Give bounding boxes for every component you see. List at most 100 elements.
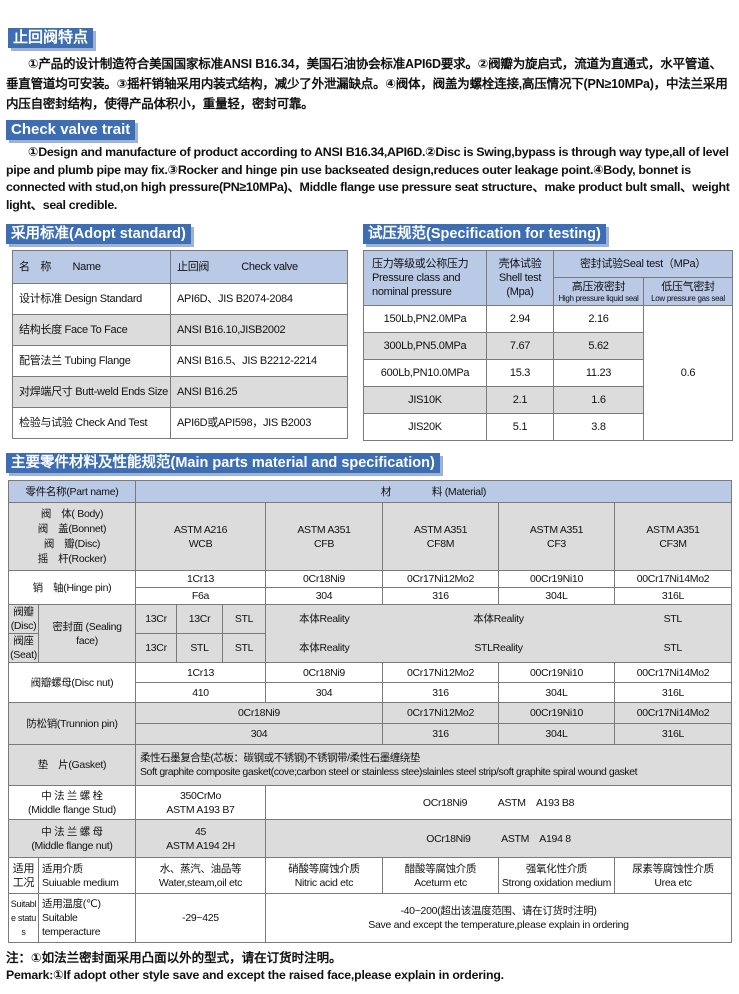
section-title-standard: 采用标准(Adopt standard) (6, 224, 191, 244)
disc-nut-material: 0Cr17Ni12Mo2 (382, 662, 499, 683)
body-material: ASTM A351 CF8M (382, 502, 499, 571)
pressure-class: JIS20K (363, 413, 487, 441)
testing-table: 压力等级或公称压力 Pressure class and nominal pre… (363, 250, 733, 441)
medium-value: 尿素等腐蚀性介质 Urea etc (613, 857, 733, 894)
shell-test: 15.3 (486, 359, 554, 387)
trunnion-material: 0Cr18Ni9 (135, 702, 383, 724)
hinge-material: 00Cr19Ni10 (498, 570, 615, 588)
medium-value: 醋酸等腐蚀介质 Aceturm etc (382, 857, 499, 894)
medium-value: 水、蒸汽、油品等 Water,steam,oil etc (135, 857, 266, 894)
temperature-value-a: -29~425 (135, 893, 266, 943)
trunnion-grade: 304 (135, 723, 383, 745)
std-name: 配管法兰 Tubing Flange (12, 345, 171, 377)
high-seal: 5.62 (553, 332, 644, 360)
trunnion-material: 00Cr19Ni10 (498, 702, 615, 724)
trunnion-material: 0Cr17Ni12Mo2 (382, 702, 499, 724)
hinge-grade: 316L (613, 587, 733, 605)
stud-material-b: OCr18Ni9 ASTM A193 B8 (264, 785, 733, 820)
header-check-valve: 止回阀 Check valve (170, 250, 348, 284)
body-material: ASTM A216 WCB (135, 502, 266, 571)
hinge-grade: 304 (265, 587, 383, 605)
high-seal: 2.16 (553, 305, 644, 333)
nut-material-a: 45 ASTM A194 2H (135, 819, 266, 858)
temperature-label: 适用温度(℃) Suitable temperacture (38, 893, 136, 943)
medium-label: 适用介质 Suiuable medium (38, 857, 136, 894)
hinge-pin-label: 销 轴(Hinge pin) (8, 570, 136, 605)
header-part-name: 零件名称(Part name) (8, 480, 136, 503)
header-shell: 壳体试验 Shell test (Mpa) (486, 250, 554, 306)
trunnion-grade: 316 (382, 723, 499, 745)
disc-nut-material: 00Cr19Ni10 (498, 662, 615, 683)
note-en: Pemark:①If adopt other style save and ex… (6, 968, 504, 982)
section-title-testing: 试压规范(Specification for testing) (363, 224, 606, 244)
header-seal: 密封试验Seal test（MPa） (553, 250, 733, 278)
section-title-parts: 主要零件材料及性能规范(Main parts material and spec… (6, 453, 440, 473)
status-label-en: Suitable status (8, 893, 39, 943)
disc-nut-material: 00Cr17Ni14Mo2 (613, 662, 733, 683)
hinge-material: 1Cr13 (135, 570, 266, 588)
std-name: 检验与试验 Check And Test (12, 407, 171, 439)
hinge-material: 0Cr17Ni12Mo2 (382, 570, 499, 588)
hinge-material: 0Cr18Ni9 (265, 570, 383, 588)
std-name: 结构长度 Face To Face (12, 314, 171, 346)
features-text-en: ①Design and manufacture of product accor… (6, 145, 730, 212)
seal-value: STL (176, 633, 223, 663)
note-cn: 注：①如法兰密封面采用凸面以外的型式，请在订货时注明。 (6, 951, 342, 965)
status-label-cn: 适用 工况 (8, 857, 39, 894)
header-name: 名 称 Name (12, 250, 171, 284)
hinge-grade: 304L (498, 587, 615, 605)
pressure-class: 300Lb,PN5.0MPa (363, 332, 487, 360)
disc-nut-grade: 410 (135, 682, 266, 703)
header-high-seal: 高压液密封 High pressure liquid seal (553, 277, 644, 306)
shell-test: 7.67 (486, 332, 554, 360)
seal-value: STL (614, 604, 733, 634)
trunnion-grade: 316L (613, 723, 733, 745)
body-material: ASTM A351 CF3M (613, 502, 733, 571)
disc-nut-material: 1Cr13 (135, 662, 266, 683)
body-part-names: 阀 体( Body) 阀 盖(Bonnet) 阀 瓣(Disc) 摇 杆(Rocker… (8, 502, 136, 571)
shell-test: 2.94 (486, 305, 554, 333)
parts-table: 零件名称(Part name) 材 料 (Material) 阀 体( Body)… (8, 480, 733, 943)
temperature-value-b: -40~200(超出该温度范围、请在订货时注明) Save and except … (264, 893, 733, 943)
body-material: ASTM A351 CFB (265, 502, 383, 571)
pressure-class: JIS10K (363, 386, 487, 414)
trunnion-grade: 304L (498, 723, 615, 745)
std-name: 对焊端尺寸 Butt-weld Ends Size (12, 376, 171, 408)
medium-value: 硝酸等腐蚀介质 Nitric acid etc (265, 857, 383, 894)
high-seal: 11.23 (553, 359, 644, 387)
seal-value: 13Cr (135, 633, 177, 663)
gasket-value: 柔性石墨复合垫(芯板：碳钢或不锈钢)不锈钢带/柔性石墨缠绕垫 Soft graph… (134, 744, 733, 786)
header-pressure: 压力等级或公称压力 Pressure class and nominal pre… (363, 250, 487, 306)
disc-nut-grade: 316 (382, 682, 499, 703)
std-value: ANSI B16.25 (170, 376, 348, 408)
header-material: 材 料 (Material) (134, 480, 733, 503)
seal-value: STLReality (382, 633, 615, 663)
disc-nut-material: 0Cr18Ni9 (265, 662, 383, 683)
features-text-cn: ①产品的设计制造符合美国国家标准ANSI B16.34，美国石油协会标准API6… (6, 57, 728, 111)
pressure-class: 600Lb,PN10.0MPa (363, 359, 487, 387)
seal-value: STL (614, 633, 733, 663)
disc-nut-grade: 304L (498, 682, 615, 703)
hinge-grade: 316 (382, 587, 499, 605)
std-value: API6D、JIS B2074-2084 (170, 283, 348, 315)
seal-value: 本体Reality (265, 633, 383, 663)
seal-value: 13Cr (135, 604, 177, 634)
seal-value: 13Cr (176, 604, 223, 634)
shell-test: 2.1 (486, 386, 554, 414)
high-seal: 1.6 (553, 386, 644, 414)
std-value: API6D或API598，JIS B2003 (170, 407, 348, 439)
seal-value: 本体Reality (382, 604, 615, 634)
gasket-label: 垫 片(Gasket) (8, 744, 136, 786)
stud-label: 中 法 兰 螺 栓 (Middle flange Stud) (8, 785, 136, 820)
hinge-grade: F6a (135, 587, 266, 605)
hinge-material: 00Cr17Ni14Mo2 (613, 570, 733, 588)
trunnion-pin-label: 防松销(Trunnion pin) (8, 702, 136, 745)
standard-table: 名 称 Name 止回阀 Check valve 设计标准 Design Stan… (12, 250, 348, 439)
seal-value: 本体Reality (265, 604, 383, 634)
std-value: ANSI B16.10,JISB2002 (170, 314, 348, 346)
std-value: ANSI B16.5、JIS B2212-2214 (170, 345, 348, 377)
header-low-seal: 低压气密封 Low pressure gas seal (643, 277, 733, 306)
medium-value: 强氧化性介质 Strong oxidation medium (498, 857, 615, 894)
high-seal: 3.8 (553, 413, 644, 441)
disc-nut-grade: 304 (265, 682, 383, 703)
